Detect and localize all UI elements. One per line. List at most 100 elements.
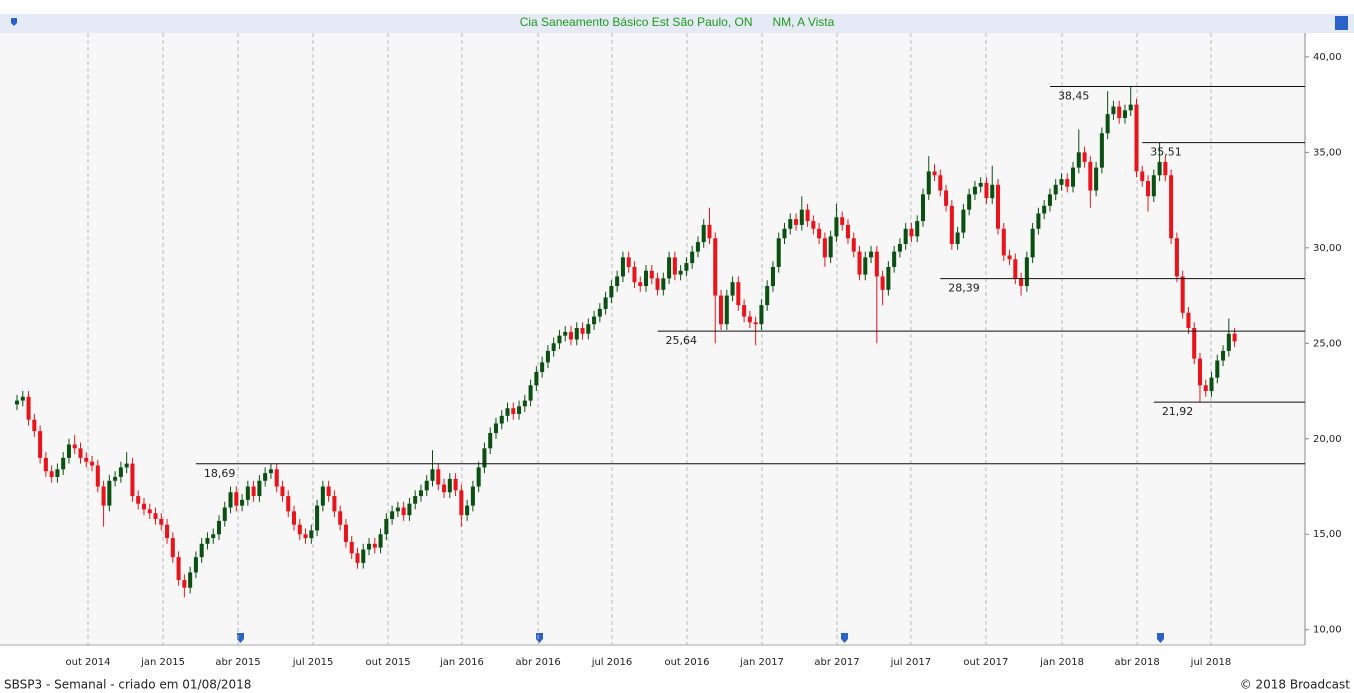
candle-body (903, 228, 908, 245)
candle-body (211, 534, 216, 539)
window-icon[interactable] (1335, 16, 1348, 30)
candle-body (707, 224, 712, 239)
candle-body (1215, 360, 1220, 378)
candle-body (990, 184, 995, 199)
candle-body (465, 505, 470, 516)
candle-body (26, 396, 31, 420)
candle-body (390, 511, 395, 519)
candle-body (620, 257, 625, 277)
candle-body (315, 505, 320, 531)
candle-body (788, 219, 793, 229)
x-tick-label: jul 2017 (890, 657, 932, 668)
candle-body (401, 507, 406, 516)
title-bar (0, 14, 1354, 33)
candle-body (811, 221, 816, 229)
candle-body (245, 486, 250, 500)
candle-body (753, 322, 758, 325)
candle-body (113, 476, 118, 481)
candle-body (615, 276, 620, 287)
x-tick-label: abr 2016 (515, 657, 560, 668)
candle-body (268, 469, 273, 474)
candle-body (332, 496, 337, 512)
candle-body (1128, 104, 1133, 111)
candle-body (690, 251, 695, 264)
x-tick-label: abr 2018 (1114, 657, 1159, 668)
menu-icon[interactable] (11, 18, 17, 26)
candle-body (609, 286, 614, 298)
candle-body (280, 486, 285, 497)
candle-body (1122, 110, 1127, 118)
candle-body (920, 194, 926, 222)
candle-body (170, 538, 175, 558)
candle-body (597, 308, 602, 317)
candle-body (886, 266, 891, 290)
candle-body (395, 507, 400, 512)
candle-body (944, 190, 949, 206)
candle-body (695, 242, 700, 252)
x-tick-label: out 2017 (963, 657, 1008, 668)
candle-body (782, 228, 787, 239)
candle-body (488, 433, 493, 449)
candle-body (118, 467, 123, 477)
candle-body (1197, 358, 1202, 386)
candle-body (1013, 259, 1018, 279)
candle-body (684, 263, 689, 271)
candle-body (1134, 104, 1139, 172)
candle-body (719, 295, 724, 325)
candle-body (1019, 278, 1024, 287)
candle-body (1146, 180, 1151, 197)
candle-body (165, 524, 170, 539)
candle-body (1007, 255, 1012, 260)
candle-body (176, 557, 181, 581)
candle-body (592, 316, 597, 325)
candle-body (1001, 228, 1006, 256)
candle-body (915, 221, 920, 237)
candle-body (124, 463, 129, 468)
candle-body (655, 278, 660, 290)
candle-body (932, 171, 937, 176)
candle-body (632, 266, 637, 283)
y-tick-label: 40,00 (1313, 52, 1342, 63)
candle-body (938, 175, 943, 191)
candle-body (528, 385, 533, 401)
y-tick-label: 25,00 (1313, 338, 1342, 349)
candle-body (101, 486, 106, 506)
candle-body (199, 543, 204, 558)
candle-body (747, 316, 752, 323)
candle-body (205, 538, 210, 544)
candle-body (309, 530, 314, 539)
candle-body (436, 469, 441, 485)
candle-body (1024, 257, 1029, 287)
candle-body (776, 238, 781, 267)
candle-body (384, 518, 389, 535)
candle-body (805, 209, 810, 222)
candle-body (234, 492, 239, 506)
candle-body (291, 511, 297, 525)
candle-body (701, 224, 706, 243)
footer-right: © 2018 Broadcast (1240, 678, 1351, 692)
candle-body (505, 408, 510, 416)
candle-body (453, 478, 458, 491)
candle-body (1180, 276, 1185, 313)
candle-body (661, 278, 666, 290)
candle-body (540, 362, 545, 372)
candle-body (43, 457, 48, 472)
candle-body (303, 534, 308, 539)
candle-body (799, 209, 804, 225)
candle-body (880, 276, 885, 290)
candle-body (286, 496, 291, 512)
x-tick-label: out 2015 (366, 657, 411, 668)
candle-body (765, 286, 770, 306)
candle-body (643, 270, 649, 287)
candle-body (130, 463, 135, 497)
plot-area (0, 33, 1305, 645)
candle-body (817, 228, 822, 239)
candle-body (20, 396, 25, 401)
candle-body (499, 415, 504, 424)
candle-body (182, 580, 187, 588)
candle-body (909, 228, 914, 237)
candle-body (1065, 179, 1070, 187)
candle-body (1209, 377, 1214, 392)
level-label: 35,51 (1150, 146, 1182, 159)
